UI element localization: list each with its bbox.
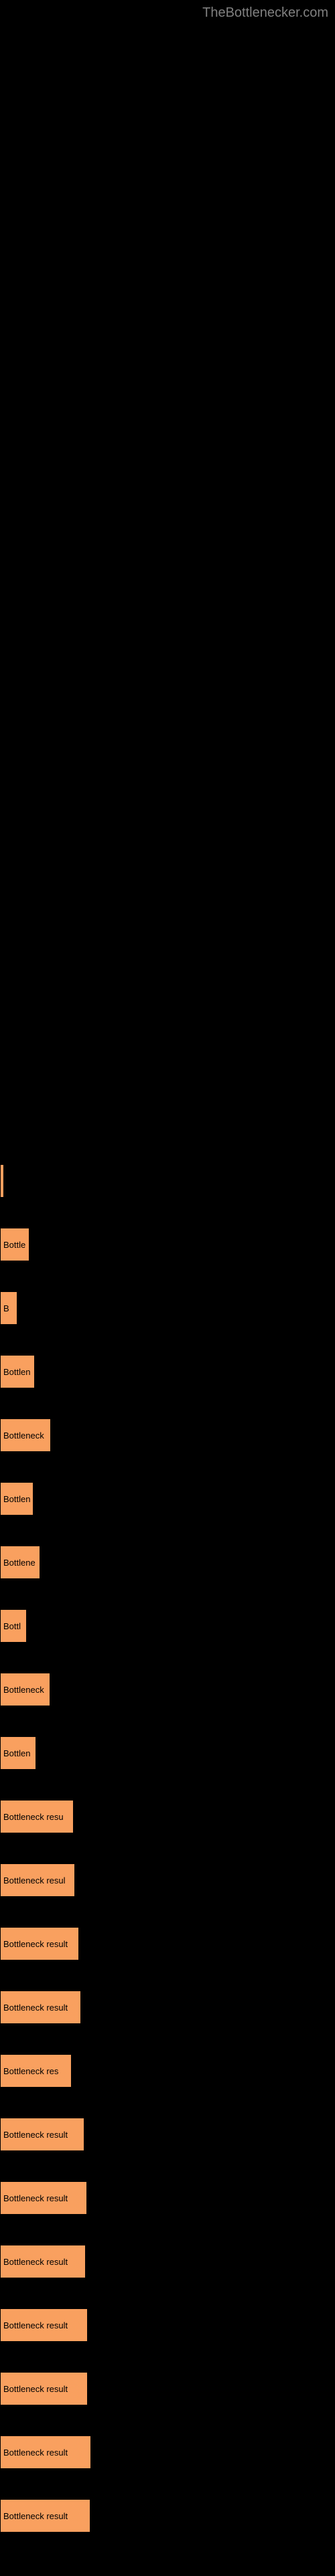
bottleneck-bar: Bottlene (0, 1546, 40, 1579)
bottleneck-bar: Bottleneck result (0, 2499, 90, 2533)
bottleneck-bar: B (0, 1291, 17, 1325)
top-spacer (0, 0, 335, 1164)
bottleneck-bar: Bottle (0, 1228, 29, 1261)
bottleneck-bar: Bottleneck resu (0, 1800, 74, 1833)
bottleneck-bar: Bottlen (0, 1355, 35, 1388)
bottleneck-bar: Bottleneck result (0, 1927, 79, 1960)
bar-chart-container: Bottle B Bottlen Bottleneck Bottlen Bottlene B… (0, 1164, 335, 2576)
bottleneck-bar: Bottleneck result (0, 2181, 87, 2215)
bottleneck-bar: Bottleneck result (0, 2118, 84, 2151)
bottleneck-bar: Bottleneck (0, 1673, 50, 1706)
bottleneck-bar: Bottleneck (0, 1418, 51, 1452)
bottleneck-bar: Bottleneck result (0, 2372, 88, 2405)
bottleneck-bar: Bottleneck result (0, 2308, 88, 2342)
bottleneck-bar: Bottleneck res (0, 2054, 72, 2088)
bottleneck-bar: Bottleneck resul (0, 1863, 75, 1897)
bottleneck-bar: Bottleneck result (0, 2245, 86, 2278)
bottleneck-bar: Bottlen (0, 1482, 34, 1515)
bottleneck-bar: Bottl (0, 1609, 27, 1643)
watermark-text: TheBottlenecker.com (202, 5, 328, 21)
bottleneck-bar: Bottleneck result (0, 1991, 81, 2024)
bottleneck-bar: Bottleneck result (0, 2435, 91, 2469)
bottleneck-bar: Bottlen (0, 1736, 36, 1770)
bottleneck-bar (0, 1164, 4, 1198)
